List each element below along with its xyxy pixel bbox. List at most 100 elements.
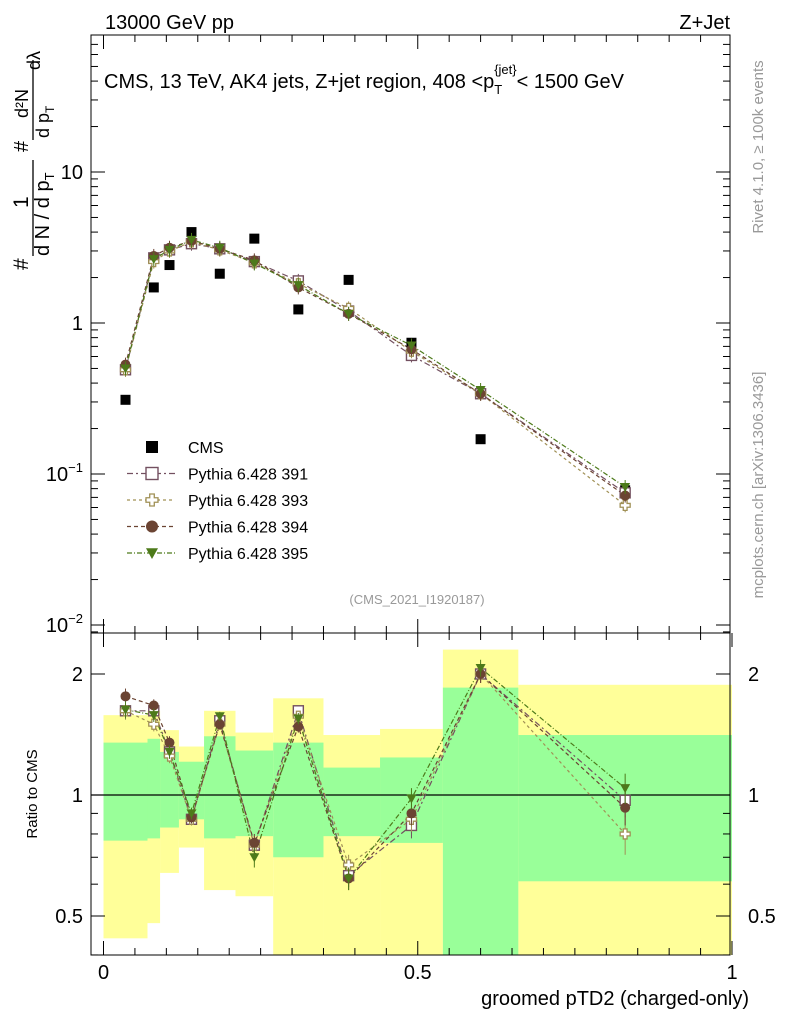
legend-marker: [146, 520, 158, 533]
chart-title-sup: {jet}: [494, 62, 517, 77]
main-panel: 10−2 10−1 1 10 CMS Pythia 6.428 391 Pythia 6.…: [10, 34, 731, 637]
ylabel-dn: d N / d pT: [32, 172, 57, 256]
band-1sigma: [235, 750, 274, 837]
data-point-4: [148, 255, 159, 265]
legend-marker: [146, 548, 158, 559]
ratio-point-3: [148, 711, 159, 721]
band-1sigma: [103, 742, 148, 841]
legend-label: Pythia 6.428 391: [188, 467, 308, 484]
ratio-point-2: [214, 719, 225, 730]
x-tick-label: 0.5: [404, 962, 432, 984]
band-1sigma: [273, 742, 324, 858]
data-point-0: [164, 260, 175, 271]
ratio-point-2: [120, 691, 131, 702]
data-point-0: [186, 227, 197, 238]
ratio-point-1: [148, 718, 160, 730]
legend-label: Pythia 6.428 393: [188, 493, 308, 510]
x-tick-label: 1: [726, 962, 737, 984]
data-point-4: [186, 235, 197, 245]
header-left: 13000 GeV pp: [105, 12, 234, 34]
ratio-point-3: [214, 712, 225, 722]
ylabel-hash: #: [10, 258, 33, 270]
ratio-frame: [90, 632, 731, 956]
data-point-4: [343, 309, 354, 319]
chart-title: CMS, 13 TeV, AK4 jets, Z+jet region, 408…: [104, 62, 625, 97]
y-tick-label: 10: [61, 162, 83, 184]
ratio-point-3: [406, 794, 417, 804]
series-line-2: [124, 241, 626, 506]
band-1sigma: [160, 751, 179, 828]
ratio-point-2: [249, 837, 260, 848]
ratio-point-3: [120, 705, 131, 715]
series-line-3: [124, 240, 626, 496]
mcplots-label: mcplots.cern.ch [arXiv:1306.3436]: [750, 372, 767, 599]
data-point-0: [249, 233, 260, 244]
ylabel-hash-2: #: [11, 140, 33, 152]
legend-label: CMS: [188, 440, 224, 457]
legend-label: Pythia 6.428 395: [188, 546, 308, 563]
x-axis-label: groomed pTD2 (charged-only): [481, 988, 749, 1010]
band-1sigma: [147, 738, 161, 839]
data-point-4: [249, 259, 260, 269]
ratio-line-1: [125, 672, 626, 866]
y-tick-label: 1: [72, 313, 83, 335]
band-1sigma: [204, 736, 236, 839]
header-right: Z+Jet: [679, 12, 730, 34]
ratio-point-3: [293, 714, 304, 724]
ratio-point-1: [619, 828, 631, 840]
data-point-0: [293, 304, 304, 315]
data-point-4: [214, 243, 225, 253]
ratio-ylabel: Ratio to CMS: [24, 749, 41, 838]
ylabel-num: d²N: [12, 89, 32, 118]
ratio-point-3: [186, 809, 197, 819]
data-point-4: [620, 483, 631, 493]
ratio-point-2: [293, 721, 304, 732]
ratio-point-3: [343, 874, 354, 884]
data-point-4: [164, 245, 175, 255]
data-point-3: [620, 490, 631, 501]
ratio-point-2: [164, 737, 175, 748]
ylabel-dl: dλ: [24, 51, 44, 70]
ratio-point-2: [620, 802, 631, 813]
ratio-point-3: [475, 663, 486, 673]
data-point-4: [475, 385, 486, 395]
data-point-4: [406, 341, 417, 351]
chart-title-prefix: CMS, 13 TeV, AK4 jets, Z+jet region, 408…: [104, 71, 494, 93]
legend-marker: [146, 441, 158, 453]
y-tick-label: 10−1: [46, 460, 83, 486]
ratio-y-tick-label: 1: [72, 785, 83, 807]
ratio-y-tick-label: 0.5: [55, 906, 83, 928]
data-point-4: [120, 364, 131, 374]
data-point-4: [293, 281, 304, 291]
ratio-y-tick-label-right: 0.5: [748, 906, 776, 928]
y-tick-label: 10−2: [46, 611, 83, 637]
data-point-0: [343, 274, 354, 285]
legend-marker: [145, 493, 159, 507]
ratio-point-3: [620, 784, 631, 794]
ylabel-one: 1: [10, 196, 33, 208]
band-1sigma: [442, 687, 519, 955]
data-point-0: [475, 434, 486, 445]
data-point-0: [120, 394, 131, 405]
ratio-point-1: [342, 859, 355, 871]
rivet-label: Rivet 4.1.0, ≥ 100k events: [750, 60, 767, 233]
legend-marker: [145, 466, 159, 481]
analysis-tag: (CMS_2021_I1920187): [349, 592, 484, 607]
ratio-point-3: [164, 747, 175, 757]
data-point-0: [148, 282, 159, 293]
ratio-panel: 0.5 0.5 1 1 2 2 0 0.5 1 Ratio to CMS groomed pT…: [24, 632, 776, 1010]
ratio-point-2: [148, 700, 159, 711]
y-axis-label: # 1 d N / d pT # d²N d pT dλ: [10, 51, 57, 270]
ratio-y-tick-label-right: 1: [748, 785, 759, 807]
ylabel-den: d pT: [33, 105, 57, 138]
legend-label: Pythia 6.428 394: [188, 520, 308, 537]
band-1sigma: [323, 767, 381, 837]
ratio-line-2: [125, 673, 626, 880]
x-tick-label: 0: [98, 962, 109, 984]
ratio-y-tick-label-right: 2: [748, 664, 759, 686]
ratio-point-2: [406, 808, 417, 819]
chart-title-sub: T: [494, 82, 502, 97]
ratio-point-3: [249, 853, 260, 863]
data-point-0: [214, 268, 225, 279]
